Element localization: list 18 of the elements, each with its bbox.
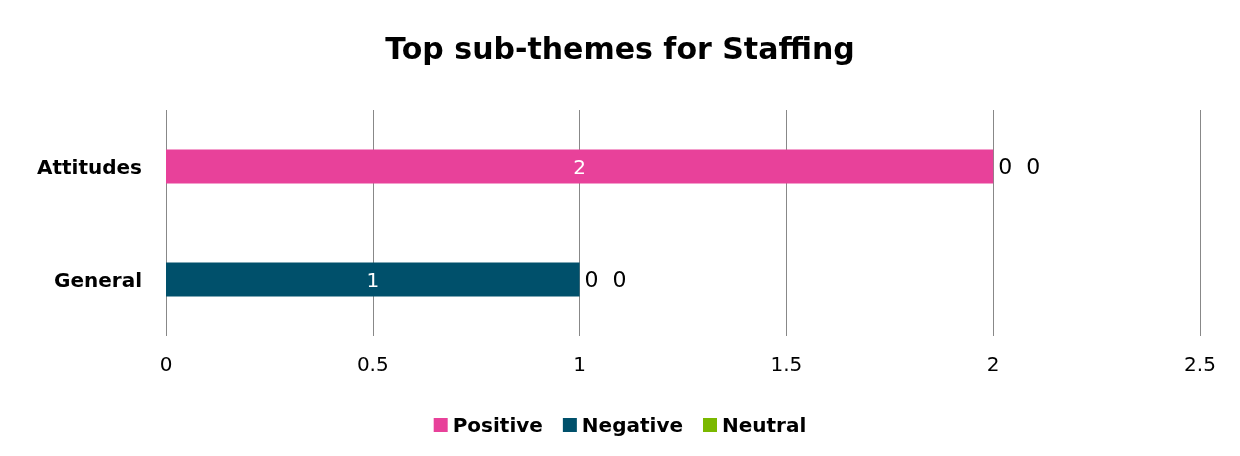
x-tick-label: 1 (573, 352, 586, 376)
x-tick-label: 1.5 (770, 352, 803, 376)
x-tick-label: 2.5 (1184, 352, 1216, 376)
y-tick-label: Attitudes (36, 154, 142, 179)
legend-label: Neutral (722, 413, 807, 437)
data-label: 0 (612, 267, 627, 292)
data-label: 0 (584, 267, 599, 292)
data-label: 2 (573, 154, 586, 179)
y-tick-label: General (54, 267, 142, 292)
x-tick-label: 0.5 (356, 352, 389, 376)
legend-label: Positive (452, 413, 543, 437)
data-label: 0 (998, 154, 1013, 179)
legend-label: Negative (581, 413, 683, 437)
data-label: 1 (366, 267, 380, 292)
data-label: 0 (1026, 154, 1041, 179)
x-tick-label: 0 (159, 352, 173, 376)
x-tick-label: 2 (986, 352, 1000, 376)
chart-title: Top sub-themes for Staffing (385, 30, 855, 66)
